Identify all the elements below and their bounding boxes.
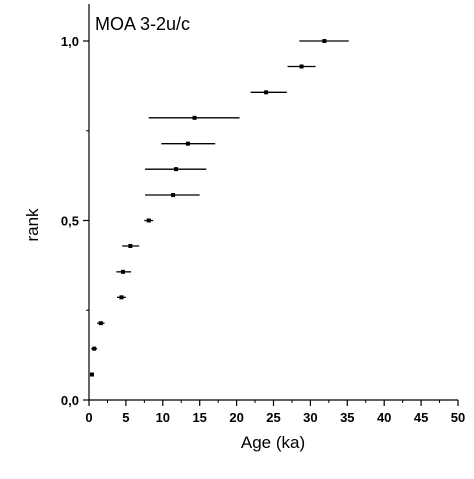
x-tick-label-45: 45: [414, 410, 428, 425]
data-point-4: [120, 269, 125, 274]
x-tick-label-40: 40: [377, 410, 391, 425]
data-point-12: [299, 64, 304, 69]
data-point-2: [98, 321, 103, 326]
data-point-5: [128, 243, 133, 248]
chart-title: MOA 3-2u/c: [95, 14, 190, 34]
x-tick-label-0: 0: [85, 410, 92, 425]
plot-frame: [88, 4, 458, 401]
data-point-13: [322, 39, 327, 43]
x-tick-label-30: 30: [303, 410, 317, 425]
y-tick-label-0,5: 0,5: [61, 214, 79, 229]
data-point-6: [146, 218, 151, 223]
data-point-9: [185, 141, 190, 146]
data-point-3: [119, 295, 124, 300]
data-point-11: [264, 90, 269, 95]
data-point-10: [192, 115, 197, 120]
y-ticks: 0,0 0,5 1,0: [61, 34, 89, 408]
x-tick-label-20: 20: [229, 410, 243, 425]
x-tick-label-10: 10: [156, 410, 170, 425]
x-tick-label-5: 5: [122, 410, 129, 425]
x-axis-title: Age (ka): [241, 433, 305, 452]
data-markers: [89, 39, 349, 377]
x-tick-label-35: 35: [340, 410, 354, 425]
y-tick-label-1,0: 1,0: [61, 34, 79, 49]
x-tick-label-15: 15: [192, 410, 206, 425]
x-tick-label-25: 25: [266, 410, 280, 425]
data-point-0: [89, 372, 94, 377]
data-point-1: [92, 346, 97, 351]
x-ticks: 0 5 10 15 20 25 30 35 40 45 50: [85, 400, 465, 425]
y-axis-title: rank: [23, 208, 42, 242]
data-point-8: [174, 167, 179, 172]
x-tick-label-50: 50: [451, 410, 465, 425]
y-tick-label-0,0: 0,0: [61, 393, 79, 408]
data-point-7: [171, 193, 176, 198]
